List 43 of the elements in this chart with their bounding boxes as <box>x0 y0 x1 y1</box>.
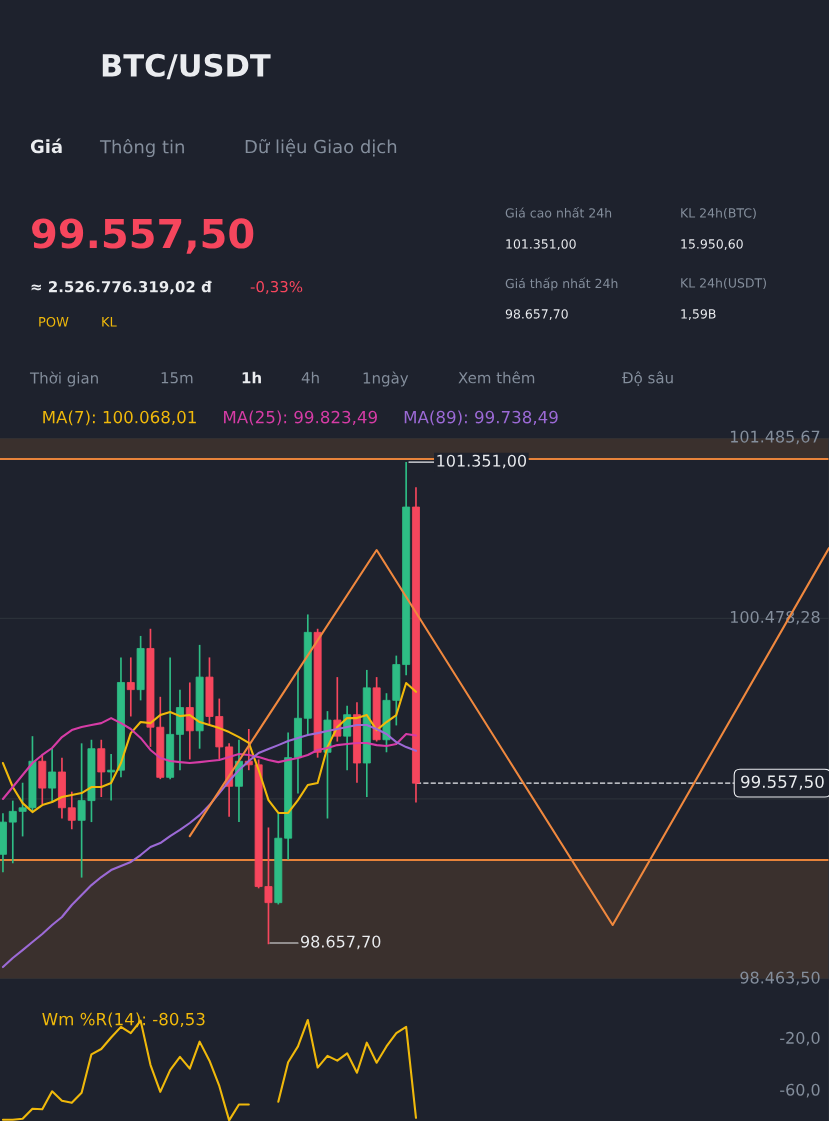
text: 1,59B <box>681 309 716 320</box>
annotation: 101.351,00 <box>437 454 527 469</box>
text: -0,33% <box>250 281 303 294</box>
candlestick <box>185 681 194 761</box>
text: MA(25): 99.823,49 <box>224 410 377 426</box>
candlestick <box>107 753 116 802</box>
line-series <box>1 717 418 801</box>
text: 4h <box>301 371 319 384</box>
text: 101.351,00 <box>506 239 576 250</box>
y-tick-label: 98.463,50 <box>740 971 820 986</box>
annotation: 98.657,70 <box>301 935 381 950</box>
text: Giá thấp nhất 24h <box>505 277 618 291</box>
text: KL 24h(BTC) <box>681 207 756 220</box>
text: Thời gian <box>29 371 98 387</box>
y-tick-label: -20,0 <box>780 1031 820 1046</box>
candlestick <box>67 790 76 831</box>
text: Giá cao nhất 24h <box>505 206 612 218</box>
text: 99.557,50 <box>32 218 254 254</box>
text: Độ sâu <box>622 371 673 386</box>
text: 1h <box>242 371 261 384</box>
text: Dữ liệu Giao dịch <box>245 138 397 157</box>
text: KL <box>102 317 117 327</box>
chart-title: BTC/USDT <box>102 53 271 80</box>
text: 1ngày <box>363 371 409 387</box>
ref-line-label: 99.557,50 <box>741 775 824 790</box>
text: POW <box>39 316 69 327</box>
text: ≈ 2.526.776.319,02 đ <box>31 280 212 295</box>
candlestick <box>97 738 106 798</box>
line-series <box>1 681 418 815</box>
text: KL 24h(USDT) <box>681 277 766 290</box>
text: Xem thêm <box>458 371 535 384</box>
text: Giá <box>30 138 62 154</box>
text: MA(89): 99.738,49 <box>404 410 558 426</box>
y-tick-label: 101.485,67 <box>730 430 820 445</box>
candlestick <box>48 747 57 804</box>
candlestick <box>126 656 135 718</box>
text: 15m <box>161 372 193 384</box>
text: 15.950,60 <box>681 239 743 250</box>
y-tick-label: -60,0 <box>780 1083 820 1098</box>
text: 98.657,70 <box>505 309 568 320</box>
text: Thông tin <box>99 138 184 158</box>
text: MA(7): 100.068,01 <box>43 410 196 426</box>
series-label: Wm %R(14): -80,53 <box>42 1012 205 1028</box>
